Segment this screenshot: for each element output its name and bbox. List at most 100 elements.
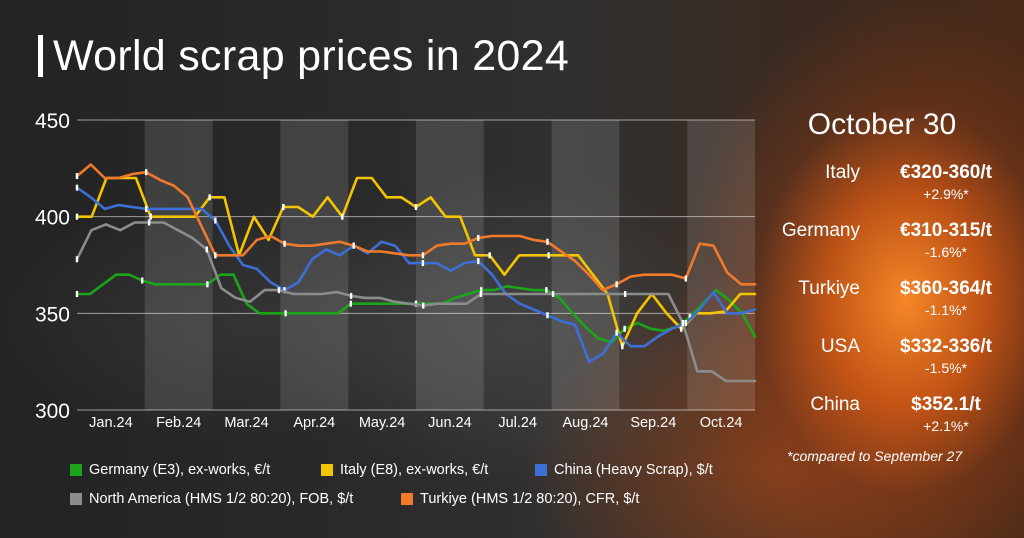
legend-item-china: China (Heavy Scrap), $/t [535,462,713,478]
series-point [546,238,549,245]
series-point [414,204,418,210]
series-point [341,213,344,220]
snapshot-change: -1.6%* [924,244,968,260]
snapshot-change: +2.9%* [923,186,969,202]
snapshot-country: China [810,394,860,415]
snapshot-row-turkiye: Turkiye $360-364/t -1.1%* [756,274,1016,332]
x-tick-label: Jul.24 [498,415,537,431]
series-point [277,287,281,294]
series-point [149,213,152,220]
y-tick-label: 300 [35,400,70,423]
series-point [144,169,148,176]
x-tick-label: Jan.24 [89,415,133,431]
snapshot-change: +2.1%* [923,418,969,434]
legend-item-germany: Germany (E3), ex-works, €/t [70,462,270,478]
snapshot-price: $360-364/t [900,278,992,299]
snapshot-row-italy: Italy €320-360/t +2.9%* [756,158,1016,216]
chart-legend: Germany (E3), ex-works, €/t Italy (E8), … [70,462,760,522]
series-point [140,277,144,284]
snapshot-price: €320-360/t [900,162,992,183]
series-point [75,213,79,220]
series-point [75,184,79,191]
x-tick-label: May.24 [359,415,405,431]
legend-label: North America (HMS 1/2 80:20), FOB, $/t [89,491,354,507]
series-point [208,194,211,201]
x-tick-label: Feb.24 [156,415,201,431]
series-point [214,252,217,259]
series-point [615,329,618,336]
snapshot-price: $332-336/t [900,336,992,357]
series-point [283,240,286,247]
series-point [283,287,286,294]
x-tick-label: Sep.24 [630,415,676,431]
series-point [206,281,209,288]
x-tick-label: Jun.24 [428,415,472,431]
series-point [681,320,685,326]
legend-label: China (Heavy Scrap), $/t [554,462,713,478]
series-point [144,205,148,212]
y-tick-label: 450 [35,110,70,133]
x-tick-label: Aug.24 [563,415,609,431]
snapshot-row-germany: Germany €310-315/t -1.6%* [756,216,1016,274]
series-line-turkiye [75,163,757,292]
snapshot-country: USA [820,336,860,357]
month-band [144,120,213,410]
legend-label: Italy (E8), ex-works, €/t [340,462,489,478]
series-point [615,281,618,288]
series-point [349,292,353,299]
series-point [488,252,491,259]
series-point [421,252,425,259]
snapshot-price: €310-315/t [900,220,992,241]
title-accent-bar [38,35,43,77]
legend-swatch-germany [70,464,82,476]
series-point [205,246,209,253]
legend-swatch-north-america [70,493,82,505]
snapshot-country: Italy [825,162,860,183]
snapshot-change: -1.5%* [924,360,968,376]
series-point [546,312,549,319]
series-point [349,300,353,307]
x-tick-label: Oct.24 [700,415,743,431]
snapshot-change: -1.1%* [924,302,968,318]
series-point [352,242,355,249]
legend-item-italy: Italy (E8), ex-works, €/t [321,462,488,478]
series-point [688,314,692,321]
legend-label: Germany (E3), ex-works, €/t [89,462,271,478]
series-line-china [75,186,757,363]
title-block: World scrap prices in 2024 [38,26,569,86]
series-point [547,252,550,259]
legend-swatch-turkiye [401,493,413,505]
legend-label: Turkiye (HMS 1/2 80:20), CFR, $/t [420,491,640,507]
series-point [422,302,425,309]
snapshot-row-usa: USA $332-336/t -1.5%* [756,332,1016,390]
month-band [687,120,755,410]
legend-item-turkiye: Turkiye (HMS 1/2 80:20), CFR, $/t [401,491,639,507]
footnote: *compared to September 27 [787,448,963,464]
x-tick-label: Apr.24 [293,415,335,431]
snapshot-panel: October 30 Italy €320-360/t +2.9%* Germa… [756,108,1016,448]
series-point [75,256,79,263]
series-point [282,204,285,210]
y-tick-label: 400 [35,207,70,230]
series-point [551,291,555,297]
series-point [284,310,287,317]
series-point [684,275,688,282]
series-point [75,291,79,297]
x-tick-label: Mar.24 [224,415,268,431]
series-point [214,217,217,224]
series-point [477,234,480,241]
series-point [623,325,626,332]
snapshot-price: $352.1/t [911,394,981,415]
month-band [280,120,349,410]
series-line-north-america [75,221,757,383]
legend-swatch-italy [321,464,333,476]
page-title: World scrap prices in 2024 [53,31,570,80]
snapshot-row-china: China $352.1/t +2.1%* [756,390,1016,448]
series-point [421,260,425,267]
series-point [680,325,683,332]
y-tick-label: 350 [35,303,70,326]
snapshot-country: Turkiye [798,278,860,299]
series-point [479,291,483,297]
series-point [479,287,483,294]
